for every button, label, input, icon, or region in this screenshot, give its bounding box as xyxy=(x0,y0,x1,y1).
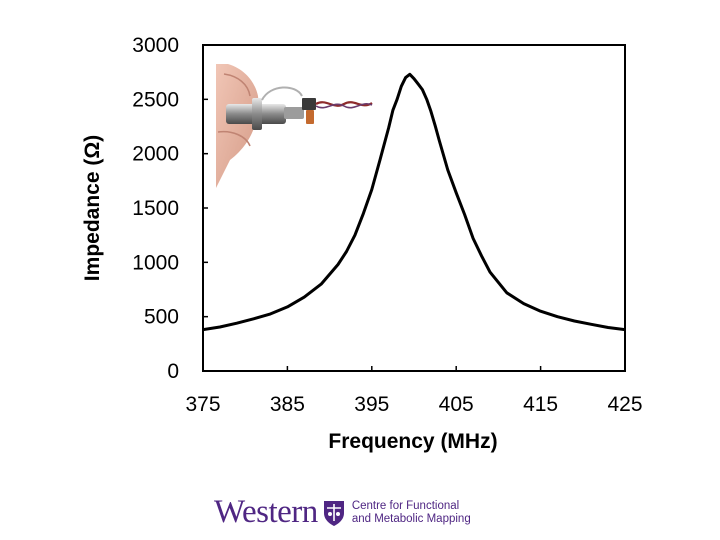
western-wordmark: Western xyxy=(214,494,318,530)
x-tick-label: 415 xyxy=(523,393,558,416)
x-tick-label: 375 xyxy=(185,393,220,416)
institution-logo: Western Centre for Functional and Metabo… xyxy=(214,496,471,529)
x-axis-title: Frequency (MHz) xyxy=(328,430,497,453)
y-tick-label: 500 xyxy=(144,306,179,329)
unit-name: Centre for Functional and Metabolic Mapp… xyxy=(352,500,471,526)
y-tick-label: 1500 xyxy=(132,197,179,220)
shield-crest-icon xyxy=(323,500,344,526)
x-tick-label: 385 xyxy=(270,393,305,416)
y-tick-label: 1000 xyxy=(132,251,179,274)
x-tick-label: 405 xyxy=(439,393,474,416)
y-tick-label: 0 xyxy=(167,360,179,383)
unit-name-line-1: Centre for Functional xyxy=(351,499,460,512)
x-tick-label: 395 xyxy=(354,393,389,416)
coil-probe-photo xyxy=(216,64,373,188)
y-tick-label: 2000 xyxy=(132,143,179,166)
x-tick-label: 425 xyxy=(607,393,642,416)
unit-name-line-2: and Metabolic Mapping xyxy=(351,512,471,525)
y-axis-title: Impedance (Ω) xyxy=(81,135,104,281)
series-line-impedance xyxy=(203,72,625,332)
y-tick-label: 3000 xyxy=(132,34,179,57)
y-tick-label: 2500 xyxy=(132,88,179,111)
